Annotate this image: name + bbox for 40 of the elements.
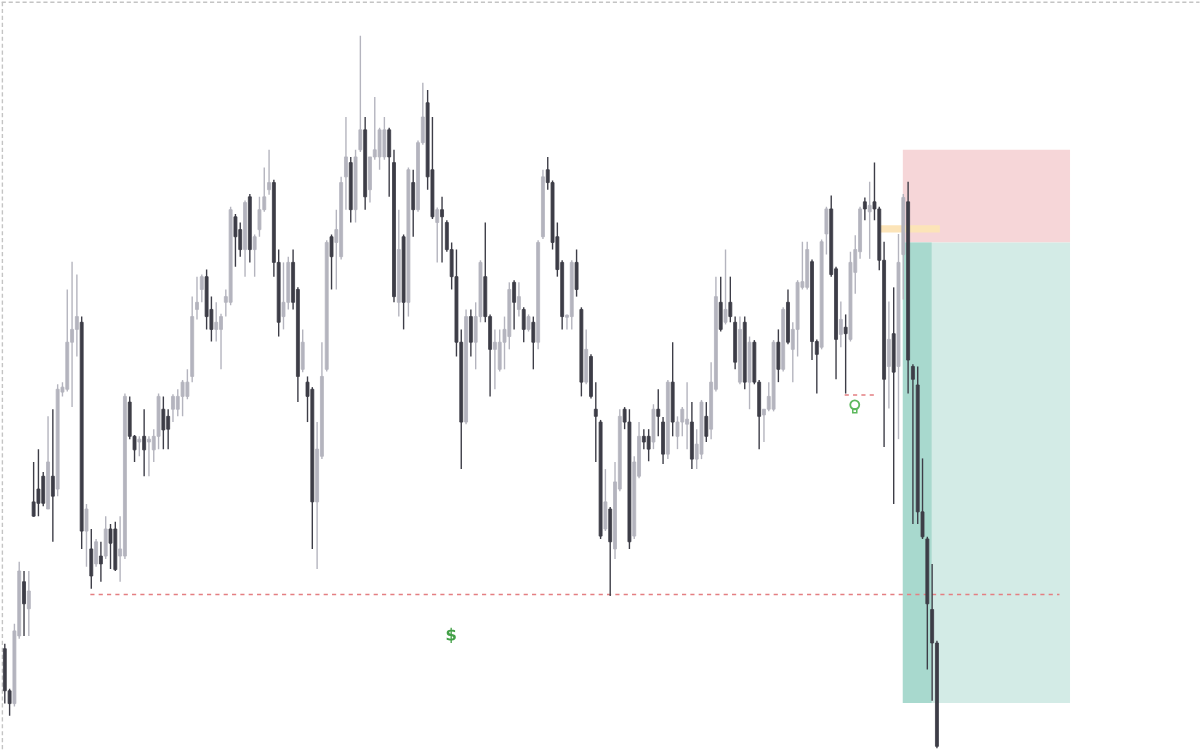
candlestick [344, 116, 348, 211]
candlestick [214, 301, 219, 343]
candlestick [728, 275, 733, 323]
candlestick [862, 196, 867, 222]
candlestick [843, 313, 848, 395]
candlestick [838, 300, 843, 348]
candlestick [723, 248, 728, 326]
candlestick [98, 541, 103, 583]
candlestick [440, 196, 444, 264]
candlestick [142, 408, 147, 477]
candlestick [74, 273, 79, 358]
candlestick [435, 206, 440, 264]
candlestick [252, 233, 257, 278]
candlestick [94, 538, 98, 568]
candlestick [646, 428, 651, 462]
candlestick [512, 279, 517, 331]
candlestick [517, 281, 521, 318]
candlestick [161, 395, 166, 450]
candlestick [911, 363, 915, 525]
candlestick [531, 315, 536, 371]
candlestick [50, 408, 55, 543]
candlestick [593, 381, 598, 463]
candlestick [257, 196, 262, 238]
candlestick [195, 275, 199, 321]
annotation: $ [446, 627, 456, 643]
candlestick [26, 570, 31, 637]
candlestick [137, 435, 142, 457]
candlestick [704, 401, 709, 443]
candlestick [281, 261, 286, 331]
candlestick [233, 213, 238, 268]
candlestick [656, 388, 661, 438]
candlestick [521, 306, 526, 343]
candlestick [358, 35, 363, 153]
candlestick [329, 233, 334, 291]
candlestick [108, 523, 113, 570]
candlestick [267, 149, 271, 196]
candlestick [199, 273, 204, 304]
candlestick [84, 503, 89, 568]
candlestick [867, 181, 872, 260]
candlestick [22, 570, 26, 637]
